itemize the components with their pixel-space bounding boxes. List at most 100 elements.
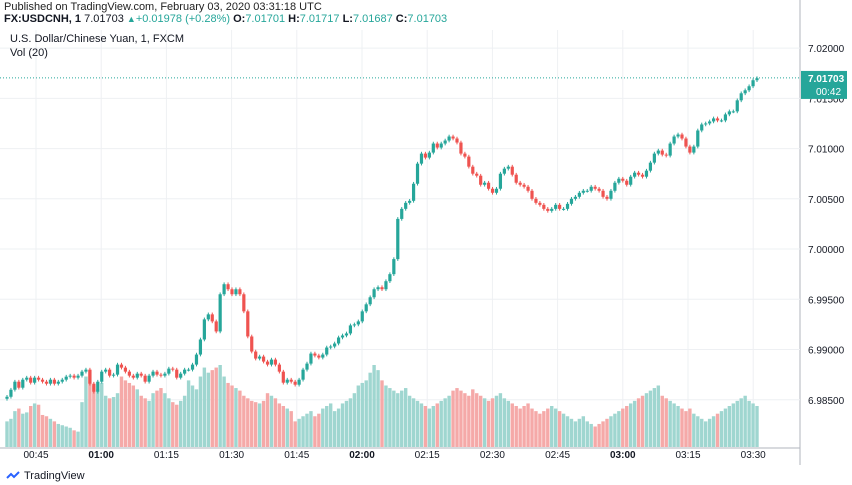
candle-body [352,324,356,326]
volume-bar [13,411,17,447]
volume-bar [396,393,400,447]
volume-bar [155,390,159,447]
candle-body [333,343,337,347]
candle-body [155,371,159,375]
candle-body [305,363,309,370]
candle-body [96,381,100,392]
volume-bar [293,421,297,447]
volume-bar [194,389,199,447]
volume-bar [226,382,230,447]
volume-legend: Vol (20) [10,47,48,59]
candle-body [486,182,491,189]
volume-bar [585,421,589,447]
candle-body [159,374,163,376]
low-value: 7.01687 [352,13,393,25]
volume-bar [25,412,29,447]
candle-body [119,364,124,368]
volume-bar [309,411,313,447]
volume-bar [297,418,301,447]
candle-body [526,186,530,191]
low-label: L: [342,13,353,25]
volume-bar [72,430,76,447]
volume-bar [569,418,574,447]
volume-bar [321,408,325,447]
time-axis[interactable]: 00:45 01:00 01:15 01:30 01:45 02:00 02:15 02:30… [23,450,766,461]
volume-bar [628,403,633,447]
candle-body [597,188,601,191]
candle-body [700,124,704,131]
y-tick-label: 6.99500 [808,295,845,306]
candle-body [451,136,455,139]
candle-body [589,186,593,191]
volume-bar [210,370,214,447]
volume-bar [696,416,700,447]
candle-body [593,186,597,189]
candle-body [285,379,289,383]
volume-bar [546,408,550,447]
volume-bar [214,367,218,447]
candle-body [52,379,56,384]
volume-bar [222,376,226,447]
volume-bar [40,414,45,447]
candle-body [230,289,234,295]
x-tick-label: 02:45 [545,450,570,461]
volume-bar [273,398,278,447]
volume-bar [80,402,84,447]
volume-bar [246,398,250,447]
candle-body [258,356,262,359]
volume-bar [451,390,455,447]
candle-body [565,203,570,209]
candle-body [747,86,751,91]
candle-body [139,373,143,376]
candle-body [719,120,724,122]
volume-bar [719,411,724,447]
x-tick-label: 02:15 [415,450,440,461]
candle-body [175,369,179,378]
volume-bar [735,400,739,447]
candle-body [293,381,297,385]
candle-body [739,93,743,101]
candle-body [664,154,668,156]
candle-body [696,130,700,147]
volume-bar [360,382,364,447]
volume-bar [522,406,526,447]
candle-body [9,389,13,397]
volume-bar [167,398,171,447]
volume-bar [419,403,424,447]
volume-bar [76,431,80,447]
candle-body [336,337,341,344]
volume-bar [159,388,163,447]
chart-title: U.S. Dollar/Chinese Yuan, 1, FXCM [10,33,185,45]
volume-bar [348,398,353,447]
candle-body [585,190,589,192]
volume-bar [32,403,37,447]
candle-body [40,379,45,382]
volume-bar [325,406,329,447]
tradingview-footer[interactable]: TradingView [6,470,85,482]
volume-bar [715,413,720,447]
volume-bar [257,403,262,447]
y-tick-label: 7.00000 [808,245,845,256]
candle-body [111,374,116,376]
volume-bar [139,395,143,447]
x-tick-label: 01:30 [219,450,244,461]
candle-body [179,373,183,378]
candle-body [135,373,139,378]
candle-body [427,152,431,158]
volume-bar [100,382,104,447]
candle-body [392,259,396,275]
candle-body [64,376,68,380]
volume-bar [747,400,751,447]
candle-body [108,369,112,376]
candle-body [408,200,412,203]
candle-body [640,174,645,177]
candle-body [435,143,439,148]
candle-body [648,162,653,171]
price-axis[interactable]: 7.02000 7.01500 7.01000 7.00500 7.00000 6.995… [808,44,845,407]
volume-bar [44,416,49,447]
candle-body [265,361,270,365]
volume-bar [636,398,641,447]
volume-bar [364,380,368,447]
volume-bar [510,403,514,447]
